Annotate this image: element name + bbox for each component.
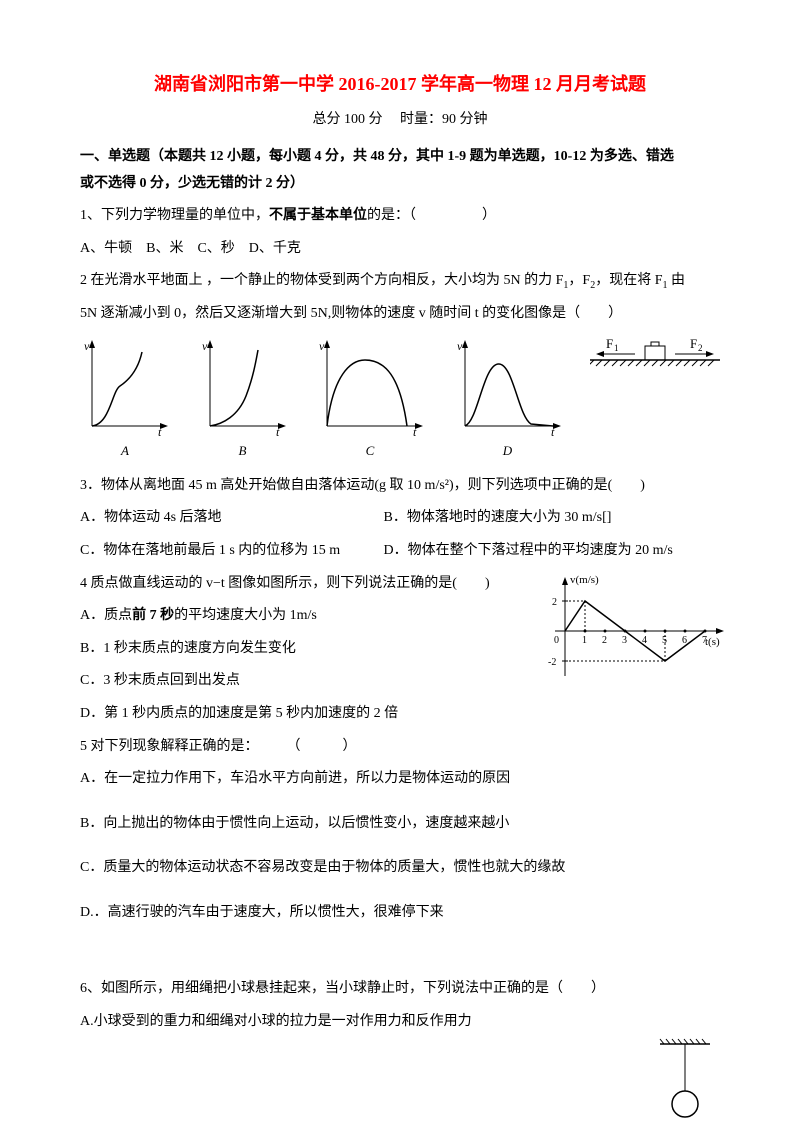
q4-chart: v(m/s) t(s) 2 -2 0 123 4567	[540, 571, 730, 696]
q2-line1-c: ，现在将 F	[595, 273, 662, 288]
q6-opt-a: A.小球受到的重力和细绳对小球的拉力是一对作用力和反作用力	[80, 1009, 720, 1036]
q2-graph-a: v t A	[80, 336, 170, 459]
q4-a-1: A．质点	[80, 608, 132, 623]
svg-text:2: 2	[552, 597, 557, 608]
q4-a-2: 前 7 秒	[132, 608, 174, 623]
svg-text:0: 0	[554, 635, 559, 646]
q3-row2: C．物体在落地前最后 1 s 内的位移为 15 m D．物体在整个下落过程中的平…	[80, 538, 720, 565]
svg-text:2: 2	[602, 635, 607, 646]
svg-text:v: v	[457, 339, 463, 353]
q2-line1-d: 由	[668, 273, 686, 288]
q3-row1: A．物体运动 4s 后落地 B．物体落地时的速度大小为 30 m/s[]	[80, 505, 720, 532]
q1-stem-c: 的是：（	[367, 208, 416, 223]
q2-graph-d: v t D	[453, 336, 563, 459]
q5-opt-c: C．质量大的物体运动状态不容易改变是由于物体的质量大，惯性也就大的缘故	[80, 855, 720, 882]
section-1-heading: 一、单选题（本题共 12 小题，每小题 4 分，共 48 分，其中 1-9 题为…	[80, 144, 720, 197]
q1-options: A、牛顿 B、米 C、秒 D、千克	[80, 236, 720, 263]
svg-text:v: v	[84, 339, 90, 353]
force-diagram-svg: F1 F2	[590, 336, 720, 386]
q5-opt-d: D.．高速行驶的汽车由于速度大，所以惯性大，很难停下来	[80, 900, 720, 927]
q2-label-b: B	[198, 443, 288, 459]
q2-graph-c: v t C	[315, 336, 425, 459]
question-5: 5 对下列现象解释正确的是： （ ）	[80, 734, 720, 761]
q4-opt-d: D．第 1 秒内质点的加速度是第 5 秒内加速度的 2 倍	[80, 701, 720, 728]
q4-chart-svg: v(m/s) t(s) 2 -2 0 123 4567	[540, 571, 730, 691]
total-score: 总分 100 分	[313, 112, 383, 127]
svg-text:7: 7	[702, 635, 707, 646]
q2-graph-b: v t B	[198, 336, 288, 459]
question-1: 1、下列力学物理量的单位中，不属于基本单位的是：（ ）	[80, 203, 720, 230]
svg-text:2: 2	[698, 343, 703, 353]
question-4: 4 质点做直线运动的 v−t 图像如图所示，则下列说法正确的是( ) A．质点前…	[80, 571, 720, 728]
q3-opt-d: D．物体在整个下落过程中的平均速度为 20 m/s	[384, 543, 673, 558]
q2-line1-a: 2 在光滑水平地面上 ，一个静止的物体受到两个方向相反，大小均为 5N 的力 F	[80, 273, 563, 288]
graph-b-svg: v t	[198, 336, 288, 436]
graph-a-svg: v t	[80, 336, 170, 436]
q1-stem-d: ）	[482, 208, 496, 223]
q1-stem-b: 不属于基本单位	[269, 208, 367, 223]
q2-label-c: C	[315, 443, 425, 459]
q5-opt-a: A．在一定拉力作用下，车沿水平方向前进，所以力是物体运动的原因	[80, 766, 720, 793]
q3-opt-b: B．物体落地时的速度大小为 30 m/s[]	[384, 510, 612, 525]
question-6: 6、如图所示，用细绳把小球悬挂起来，当小球静止时，下列说法中正确的是（ ） A.…	[80, 976, 720, 1035]
q6-stem: 6、如图所示，用细绳把小球悬挂起来，当小球静止时，下列说法中正确的是（ ）	[80, 976, 720, 1003]
svg-text:F: F	[690, 336, 697, 351]
q6-pendulum-figure	[650, 1036, 720, 1131]
page-title: 湖南省浏阳市第一中学 2016-2017 学年高一物理 12 月月考试题	[80, 70, 720, 96]
graph-c-svg: v t	[315, 336, 425, 436]
question-3: 3．物体从离地面 45 m 高处开始做自由落体运动(g 取 10 m/s²)，则…	[80, 473, 720, 500]
q1-stem-a: 1、下列力学物理量的单位中，	[80, 208, 269, 223]
q2-graphs: v t A v t B	[80, 336, 720, 459]
q4-a-3: 的平均速度大小为 1m/s	[174, 608, 317, 623]
q3-opt-a: A．物体运动 4s 后落地	[80, 505, 380, 532]
exam-meta: 总分 100 分 时量：90 分钟	[80, 108, 720, 128]
q2-force-diagram: F1 F2	[590, 336, 720, 391]
svg-text:v: v	[202, 339, 208, 353]
q4-ylabel: v(m/s)	[570, 574, 599, 586]
section-1-heading-line1: 一、单选题（本题共 12 小题，每小题 4 分，共 48 分，其中 1-9 题为…	[80, 149, 674, 164]
graph-d-svg: v t	[453, 336, 563, 436]
section-1-heading-line2: 或不选得 0 分，少选无错的计 2 分）	[80, 176, 304, 191]
q2-line1-b: ，F	[568, 273, 590, 288]
q2-line2: 5N 逐渐减小到 0，然后又逐渐增大到 5N,则物体的速度 v 随时间 t 的变…	[80, 301, 720, 328]
duration: 时量：90 分钟	[400, 112, 488, 127]
svg-text:3: 3	[622, 635, 627, 646]
q2-label-a: A	[80, 443, 170, 459]
svg-text:v: v	[319, 339, 325, 353]
question-2: 2 在光滑水平地面上 ，一个静止的物体受到两个方向相反，大小均为 5N 的力 F…	[80, 268, 720, 295]
q3-opt-c: C．物体在落地前最后 1 s 内的位移为 15 m	[80, 538, 380, 565]
svg-text:1: 1	[614, 343, 619, 353]
svg-text:-2: -2	[548, 657, 556, 668]
q4-xlabel: t(s)	[705, 636, 720, 648]
svg-text:F: F	[606, 336, 613, 351]
q5-options: A．在一定拉力作用下，车沿水平方向前进，所以力是物体运动的原因 B．向上抛出的物…	[80, 766, 720, 926]
q5-opt-b: B．向上抛出的物体由于惯性向上运动，以后惯性变小，速度越来越小	[80, 811, 720, 838]
svg-text:1: 1	[582, 635, 587, 646]
q2-label-d: D	[453, 443, 563, 459]
pendulum-svg	[650, 1036, 720, 1126]
